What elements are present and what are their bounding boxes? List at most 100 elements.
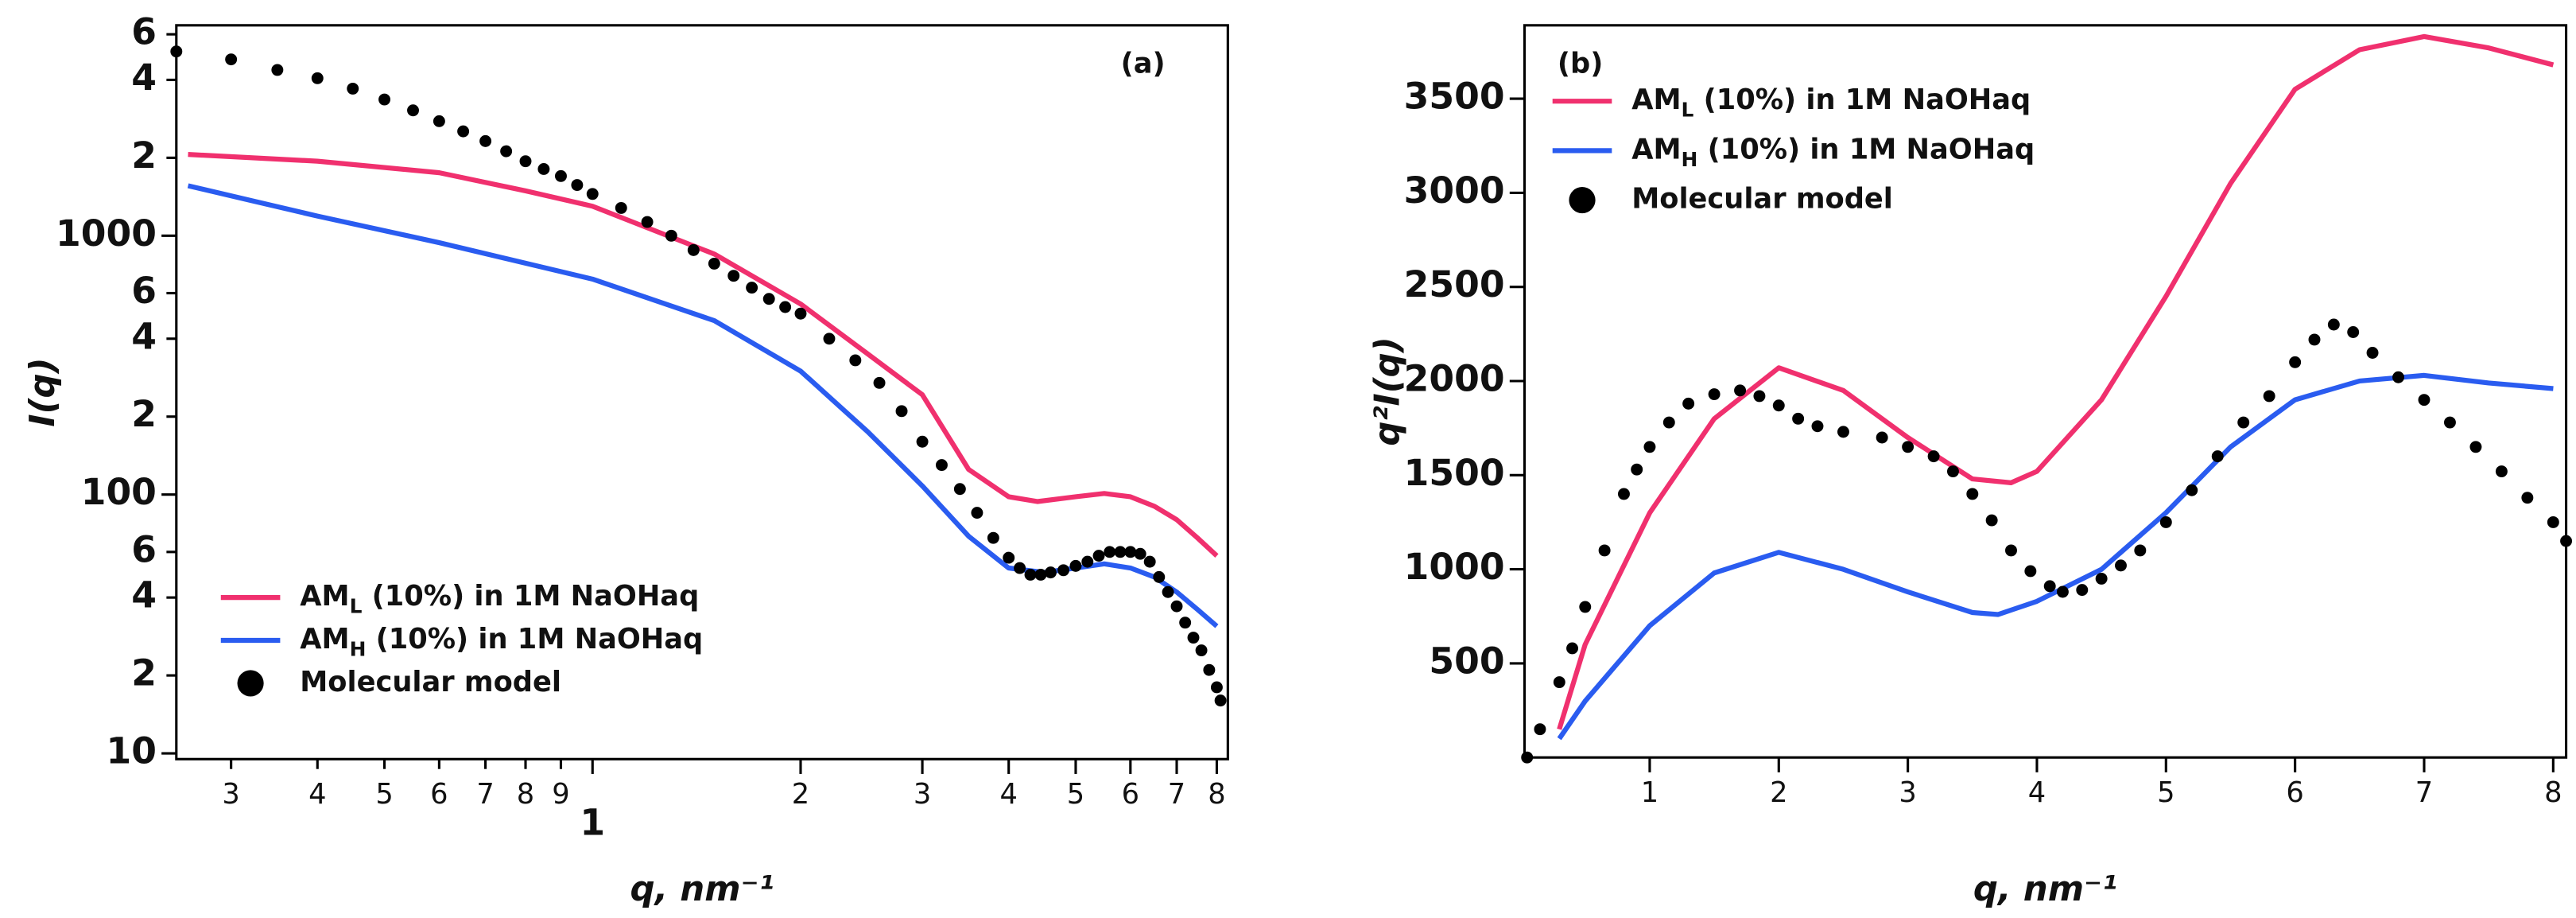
data-point (1214, 694, 1227, 707)
legend-label: AML (10%) in 1M NaOHaq (1631, 84, 2031, 121)
x-tick-label: 3 (1899, 776, 1916, 809)
data-point (1734, 384, 1747, 397)
data-point (1014, 562, 1026, 574)
data-point (1946, 465, 1959, 478)
data-point (1187, 632, 1200, 644)
y-tick-label: 3000 (1404, 169, 1505, 212)
data-line (1557, 372, 2554, 741)
data-point (537, 163, 550, 175)
data-point (895, 405, 908, 418)
x-tick-label: 5 (2157, 776, 2174, 809)
x-tick-label: 7 (476, 778, 494, 811)
data-point (641, 216, 654, 228)
data-point (1069, 559, 1082, 572)
data-point (1662, 416, 1675, 429)
data-point (2560, 535, 2573, 547)
plot-frame (1523, 24, 2568, 759)
data-point (1179, 617, 1192, 629)
x-tick-label: 1 (580, 802, 605, 844)
data-point (1792, 412, 1805, 425)
x-tick-label: 7 (1168, 778, 1185, 811)
data-point (794, 307, 807, 320)
data-point (407, 104, 419, 117)
data-point (762, 293, 775, 305)
data-point (916, 435, 929, 448)
data-point (2547, 515, 2559, 528)
legend-label: Molecular model (1631, 183, 1893, 216)
y-tick-label: 2 (131, 134, 157, 177)
data-point (823, 333, 836, 345)
x-tick-label: 6 (2286, 776, 2303, 809)
data-point (479, 134, 492, 147)
data-point (1927, 450, 1940, 463)
data-point (665, 229, 677, 242)
data-line (188, 152, 1219, 558)
data-point (779, 301, 792, 313)
data-point (2392, 371, 2404, 383)
data-point (1104, 546, 1116, 558)
y-tick-label: 2 (131, 652, 157, 694)
y-tick-label: 4 (131, 56, 157, 99)
data-point (746, 282, 758, 294)
data-point (1521, 751, 1534, 764)
data-point (1153, 570, 1166, 583)
data-point (1057, 564, 1070, 577)
y-tick-label: 6 (131, 528, 157, 570)
data-point (2005, 544, 2017, 557)
y-axis-label: q²I(q) (1368, 336, 1407, 445)
y-tick-label: 1500 (1404, 452, 1505, 494)
data-point (2056, 585, 2069, 598)
x-tick-label: 7 (2415, 776, 2433, 809)
y-tick-label: 1000 (56, 212, 157, 255)
y-tick-label: 2 (131, 393, 157, 435)
data-point (170, 45, 183, 58)
data-point (615, 201, 627, 214)
data-point (1045, 566, 1057, 579)
x-tick-label: 8 (2544, 776, 2562, 809)
data-point (311, 72, 324, 84)
x-tick-label: 4 (999, 778, 1017, 811)
data-point (1811, 420, 1824, 433)
y-tick-label: 10 (106, 730, 156, 772)
data-point (2366, 347, 2379, 359)
y-tick-label: 4 (131, 574, 157, 617)
data-point (1708, 388, 1721, 401)
y-tick-label: 3500 (1404, 76, 1505, 118)
data-point (555, 169, 567, 182)
data-point (1081, 555, 1094, 568)
data-point (1985, 514, 1998, 527)
data-point (873, 376, 886, 389)
data-point (1195, 644, 1208, 657)
y-tick-label: 2000 (1404, 357, 1505, 399)
data-point (1553, 676, 1565, 689)
data-point (1966, 488, 1979, 500)
data-point (1837, 426, 1849, 438)
x-tick-label: 1 (1641, 776, 1658, 809)
data-point (2159, 515, 2172, 528)
x-tick-label: 5 (1067, 778, 1084, 811)
x-tick-label: 3 (222, 778, 239, 811)
x-axis-label: q, nm⁻¹ (1973, 869, 2117, 909)
y-tick-label: 6 (131, 11, 157, 53)
x-tick-label: 3 (914, 778, 931, 811)
data-point (687, 243, 700, 256)
data-point (1598, 544, 1611, 557)
x-tick-label: 8 (517, 778, 534, 811)
data-point (2186, 484, 2198, 496)
y-tick-label: 100 (81, 471, 157, 513)
data-point (2469, 441, 2482, 453)
data-point (1753, 390, 1766, 403)
data-point (1034, 569, 1047, 581)
data-point (2134, 544, 2147, 557)
data-point (2289, 356, 2302, 368)
data-point (2418, 394, 2431, 406)
panel-label: (a) (1121, 48, 1166, 80)
data-point (971, 507, 983, 519)
data-point (708, 257, 720, 270)
y-tick-label: 2500 (1404, 263, 1505, 305)
x-axis-label: q, nm⁻¹ (630, 869, 774, 909)
data-point (1772, 399, 1785, 412)
y-tick-label: 1000 (1404, 546, 1505, 588)
data-point (1124, 546, 1137, 558)
